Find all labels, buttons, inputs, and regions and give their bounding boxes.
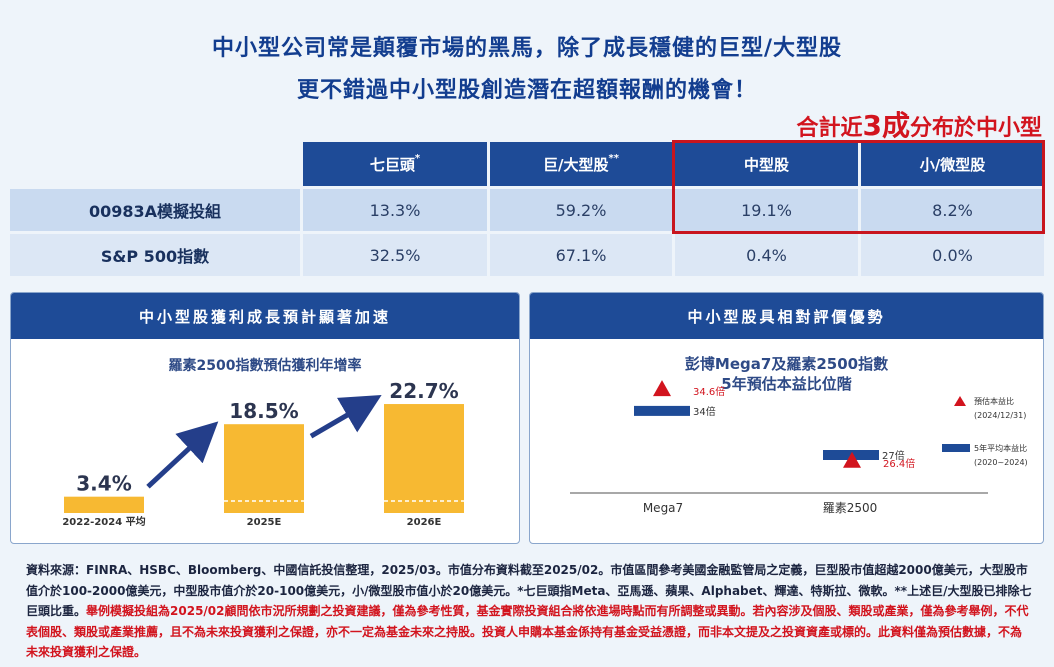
row-label-portfolio: 00983A模擬投組: [10, 189, 300, 231]
earnings-growth-panel: 中小型股獲利成長預計顯著加速 羅素2500指數預估獲利年增率 3.4% 2022-…: [10, 292, 520, 544]
forward-pe-label-1: 26.4倍: [883, 457, 915, 470]
valuation-pe-chart: 預估本益比 (2024/12/31) 5年平均本益比 (2020~2024) M…: [570, 380, 1028, 515]
earnings-chart-title: 羅素2500指數預估獲利年增率: [168, 358, 362, 374]
bar-value-label-0: 3.4%: [76, 472, 131, 496]
cell-sp500-mag7: 32.5%: [303, 234, 487, 276]
headline-line-2: 更不錯過中小型股創造潛在超額報酬的機會！: [296, 78, 757, 103]
legend-sub-avg-pe: (2020~2024): [974, 458, 1028, 467]
avg-pe-bar-0: [634, 405, 690, 416]
callout-text: 合計近3成分布於中小型: [796, 109, 1042, 142]
table-corner: [10, 142, 300, 186]
legend-blue-bar-icon: [942, 444, 970, 452]
bar-2: [384, 404, 464, 513]
earnings-bar-chart: 3.4% 2022-2024 平均 18.5% 2025E 22.7% 2026E: [62, 379, 464, 528]
bar-1: [224, 424, 304, 513]
col-header-mid: 中型股: [675, 142, 858, 186]
footnote: 資料來源：FINRA、HSBC、Bloomberg、中國信託投信整理，2025/…: [26, 563, 1032, 659]
valuation-panel: 中小型股具相對評價優勢 彭博Mega7及羅素2500指數 5年預估本益比位階 預…: [529, 292, 1044, 544]
col-header-small: 小/微型股: [861, 142, 1044, 186]
cell-portfolio-large: 59.2%: [490, 189, 672, 231]
legend-label-forward-pe: 預估本益比: [974, 396, 1014, 406]
growth-arrow-1: [146, 421, 219, 489]
valuation-chart-title-2: 5年預估本益比位階: [721, 375, 852, 393]
cell-sp500-mid: 0.4%: [675, 234, 858, 276]
legend-sub-forward-pe: (2024/12/31): [974, 411, 1026, 420]
bar-value-label-2: 22.7%: [389, 379, 458, 403]
cell-portfolio-mag7: 13.3%: [303, 189, 487, 231]
forward-pe-triangle-1: [843, 451, 861, 468]
avg-pe-label-1: 27倍: [882, 449, 905, 462]
earnings-panel-heading: 中小型股獲利成長預計顯著加速: [11, 293, 519, 339]
row-label-sp500: S&P 500指數: [10, 234, 300, 276]
bar-value-label-1: 18.5%: [229, 399, 298, 423]
legend-red-triangle-icon: [954, 396, 966, 406]
highlight-box: [672, 140, 1045, 234]
bar-0: [64, 496, 144, 513]
cell-sp500-large: 67.1%: [490, 234, 672, 276]
x-tick-label-2: 2026E: [407, 517, 442, 528]
avg-pe-label-0: 34倍: [693, 405, 716, 418]
growth-arrow-2: [309, 395, 382, 439]
cell-portfolio-mid: 19.1%: [675, 189, 858, 231]
forward-pe-triangle-0: [653, 380, 671, 397]
col-header-mag7: 七巨頭 *: [303, 142, 487, 186]
col-header-large: 巨/大型股 **: [490, 142, 672, 186]
forward-pe-label-0: 34.6倍: [693, 385, 725, 398]
valuation-panel-heading: 中小型股具相對評價優勢: [530, 293, 1043, 339]
legend-label-avg-pe: 5年平均本益比: [974, 443, 1027, 453]
x-tick-label-1: 2025E: [247, 517, 282, 528]
x-category-label-1: 羅素2500: [823, 501, 878, 515]
x-category-label-0: Mega7: [643, 501, 683, 515]
cell-portfolio-small: 8.2%: [861, 189, 1044, 231]
headline-line-1: 中小型公司常是顛覆市場的黑馬，除了成長穩健的巨型/大型股: [211, 36, 843, 61]
x-tick-label-0: 2022-2024 平均: [62, 515, 145, 528]
cell-sp500-small: 0.0%: [861, 234, 1044, 276]
valuation-chart-title-1: 彭博Mega7及羅素2500指數: [684, 355, 889, 373]
